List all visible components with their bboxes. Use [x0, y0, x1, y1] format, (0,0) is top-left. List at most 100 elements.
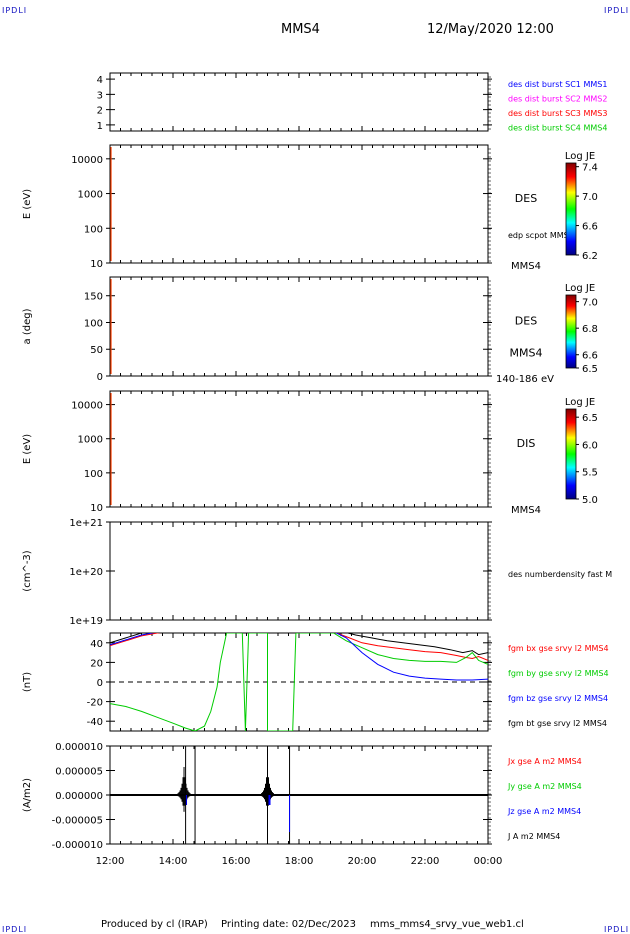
ytick-label: 0.000000	[55, 791, 103, 802]
ytick-label: 10000	[71, 401, 103, 412]
corner-label-bl: IPDLI	[2, 925, 28, 934]
bottom-label-des_pitch: 140-186 eV	[496, 374, 554, 385]
legend-entry-fgm: fgm bx gse srvy l2 MMS4	[508, 644, 609, 653]
side-sublabel-des_pitch: MMS4	[510, 347, 543, 360]
colorbar-tick-label: 7.4	[582, 163, 598, 174]
legend-entry-burst: des dist burst SC1 MMS1	[508, 80, 607, 89]
ytick-label: 0.000010	[55, 742, 103, 753]
colorbar-title: Log JE	[565, 283, 595, 294]
ytick-label: 100	[84, 469, 103, 480]
legend-entry-density: des numberdensity fast M	[508, 570, 612, 579]
colorbar-tick-label: 6.6	[582, 222, 598, 233]
ytick-label: 0	[97, 678, 103, 689]
axis-label-des_pitch: a (deg)	[22, 308, 33, 344]
ytick-label: 4	[97, 75, 103, 86]
ytick-label: -0.000010	[52, 840, 103, 851]
ytick-label: 10	[90, 503, 103, 514]
ytick-label: -0.000005	[52, 816, 103, 827]
ytick-label: 1e+19	[69, 616, 103, 627]
series-line-bx	[110, 633, 488, 661]
footer-filename: mms_mms4_srvy_vue_web1.cl	[370, 919, 524, 930]
axis-label-density: (cm^-3)	[22, 550, 33, 591]
legend-entry-current: Jy gse A m2 MMS4	[507, 782, 582, 791]
side-label-dis_energy: DIS	[517, 437, 536, 450]
legend-entry-fgm: fgm by gse srvy l2 MMS4	[508, 669, 609, 678]
legend-entry-burst: des dist burst SC2 MMS2	[508, 95, 607, 104]
ytick-label: 100	[84, 318, 103, 329]
ytick-label: 3	[97, 90, 103, 101]
xtick-label: 20:00	[348, 856, 377, 867]
axis-label-current: (A/m2)	[22, 778, 33, 812]
colorbar-tick-label: 6.2	[582, 251, 598, 262]
legend-entry-burst: des dist burst SC3 MMS3	[508, 109, 607, 118]
series-line-bz	[110, 633, 488, 681]
axis-label-dis_energy: E (eV)	[22, 434, 33, 464]
series-line-by	[110, 633, 488, 731]
ytick-label: 1	[97, 121, 103, 132]
colorbar-tick-label: 6.8	[582, 324, 598, 335]
ytick-label: 1000	[78, 190, 103, 201]
colorbar-title: Log JE	[565, 397, 595, 408]
ytick-label: -20	[87, 698, 103, 709]
axis-label-fgm: (nT)	[22, 672, 33, 692]
ytick-label: 20	[90, 658, 103, 669]
legend-entry-fgm: fgm bz gse srvy l2 MMS4	[508, 694, 608, 703]
panel-frame-burst	[109, 72, 489, 132]
side-sublabel-des_energy: edp scpot MMS4	[508, 231, 574, 240]
xtick-label: 14:00	[159, 856, 188, 867]
panel-frame-density	[109, 521, 489, 621]
ytick-label: 0.000005	[55, 767, 103, 778]
ytick-label: 100	[84, 224, 103, 235]
ytick-label: 1e+21	[69, 518, 103, 529]
header-spacecraft: MMS4	[281, 22, 320, 37]
bottom-label-des_energy: MMS4	[511, 261, 541, 272]
ytick-label: 0	[97, 372, 103, 383]
footer-printing-date: Printing date: 02/Dec/2023	[221, 919, 357, 930]
colorbar-tick-label: 6.6	[582, 351, 598, 362]
panel-frame-dis_energy	[109, 390, 489, 508]
colorbar-tick-label: 7.0	[582, 192, 598, 203]
xtick-label: 12:00	[96, 856, 125, 867]
colorbar-tick-label: 6.5	[582, 364, 598, 375]
footer-producer: Produced by cl (IRAP)	[101, 919, 208, 930]
ytick-label: 150	[84, 292, 103, 303]
colorbar-des_energy	[565, 162, 577, 256]
xtick-label: 16:00	[222, 856, 251, 867]
colorbar-tick-label: 7.0	[582, 298, 598, 309]
ytick-label: 40	[90, 639, 103, 650]
ytick-label: -40	[87, 717, 103, 728]
ytick-label: 10	[90, 259, 103, 270]
side-label-des_energy: DES	[515, 192, 537, 205]
colorbar-dis_energy	[565, 408, 577, 500]
legend-entry-fgm: fgm bt gse srvy l2 MMS4	[508, 719, 607, 728]
colorbar-title: Log JE	[565, 151, 595, 162]
colorbar-tick-label: 6.5	[582, 413, 598, 424]
header-datetime: 12/May/2020 12:00	[427, 22, 554, 37]
xtick-label: 00:00	[474, 856, 503, 867]
colorbar-des_pitch	[565, 294, 577, 369]
legend-entry-burst: des dist burst SC4 MMS4	[508, 124, 607, 133]
panel-frame-des_energy	[109, 144, 489, 264]
colorbar-tick-label: 6.0	[582, 440, 598, 451]
legend-entry-current: Jx gse A m2 MMS4	[507, 757, 582, 766]
corner-label-br: IPDLI	[604, 925, 630, 934]
colorbar-tick-label: 5.5	[582, 468, 598, 479]
corner-label-tl: IPDLI	[2, 6, 28, 15]
panel-frame-des_pitch	[109, 276, 489, 377]
series-line-bt	[110, 633, 488, 656]
xtick-label: 18:00	[285, 856, 314, 867]
axis-label-des_energy: E (eV)	[22, 189, 33, 219]
side-label-des_pitch: DES	[515, 315, 537, 328]
ytick-label: 50	[90, 345, 103, 356]
bottom-label-dis_energy: MMS4	[511, 505, 541, 516]
ytick-label: 10000	[71, 155, 103, 166]
ytick-label: 1000	[78, 435, 103, 446]
legend-entry-current: Jz gse A m2 MMS4	[507, 807, 581, 816]
colorbar-tick-label: 5.0	[582, 495, 598, 506]
ytick-label: 1e+20	[69, 567, 103, 578]
xtick-label: 22:00	[411, 856, 440, 867]
legend-entry-current: J A m2 MMS4	[507, 832, 560, 841]
ytick-label: 2	[97, 106, 103, 117]
corner-label-tr: IPDLI	[604, 6, 630, 15]
